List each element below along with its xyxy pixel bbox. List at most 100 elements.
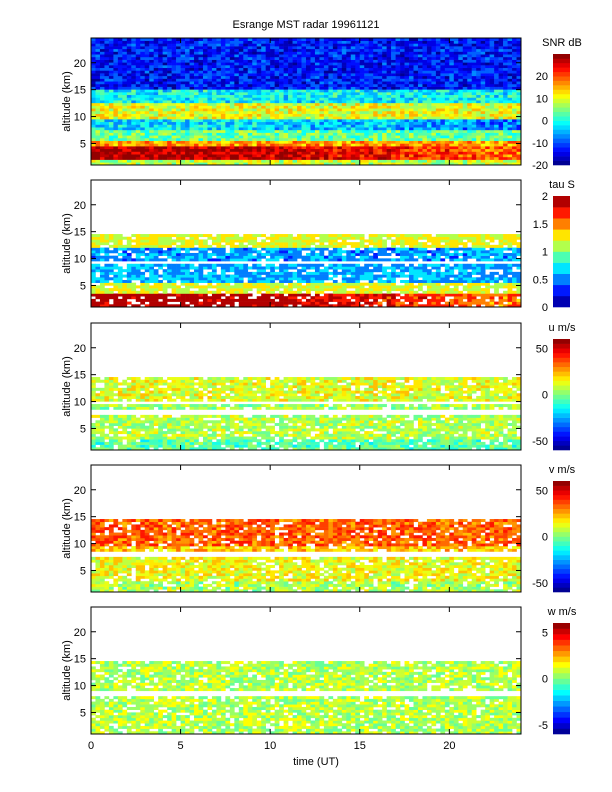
heatmap-cell (104, 242, 110, 246)
heatmap-cell (265, 46, 271, 50)
heatmap-cell (400, 151, 405, 155)
heatmap-cell (489, 81, 495, 85)
heatmap-cell (95, 252, 101, 256)
heatmap-cell (185, 162, 190, 166)
heatmap-cell (220, 124, 226, 128)
heatmap-cell (431, 86, 437, 90)
heatmap-cell (377, 70, 383, 74)
heatmap-cell (274, 100, 280, 104)
heatmap-cell (337, 62, 343, 66)
heatmap-cell (512, 110, 517, 114)
heatmap-cell (409, 137, 414, 141)
heatmap-cell (373, 92, 378, 96)
heatmap-cell (265, 159, 271, 163)
heatmap-cell (458, 135, 464, 139)
heatmap-cell (274, 81, 280, 85)
heatmap-cell (256, 113, 262, 117)
heatmap-cell (440, 156, 446, 160)
heatmap-cell (122, 156, 128, 160)
heatmap-cell (220, 43, 226, 47)
heatmap-cell (126, 296, 132, 300)
heatmap-cell (507, 94, 513, 98)
heatmap-cell (328, 110, 334, 114)
heatmap-cell (323, 108, 329, 112)
heatmap-cell (99, 70, 105, 74)
heatmap-cell (364, 83, 370, 87)
heatmap-cell (292, 154, 298, 158)
heatmap-cell (216, 62, 222, 66)
heatmap-cell (243, 86, 249, 90)
heatmap-cell (238, 140, 244, 144)
heatmap-cell (279, 97, 284, 101)
heatmap-cell (234, 43, 240, 47)
heatmap-cell (449, 129, 455, 133)
heatmap-cell (355, 97, 361, 101)
heatmap-cell (355, 46, 361, 50)
heatmap-cell (323, 124, 329, 128)
heatmap-cell (391, 97, 396, 101)
heatmap-cell (194, 46, 199, 50)
heatmap-cell (238, 110, 244, 114)
heatmap-cell (386, 81, 392, 85)
heatmap-cell (140, 40, 146, 44)
heatmap-cell (422, 51, 428, 55)
heatmap-cell (171, 266, 177, 270)
heatmap-cell (140, 282, 146, 286)
heatmap-cell (220, 75, 226, 79)
heatmap-cell (135, 59, 141, 63)
heatmap-cell (489, 75, 495, 79)
heatmap-cell (167, 110, 172, 114)
heatmap-cell (283, 48, 289, 52)
heatmap-cell (104, 288, 110, 292)
heatmap-cell (140, 242, 146, 246)
heatmap-cell (158, 43, 163, 47)
heatmap-cell (471, 148, 477, 152)
heatmap-cell (426, 48, 432, 52)
heatmap-cell (117, 102, 123, 106)
heatmap-cell (503, 110, 508, 114)
heatmap-cell (306, 113, 311, 117)
heatmap-cell (422, 86, 428, 90)
heatmap-cell (319, 75, 325, 79)
heatmap-cell (323, 67, 329, 71)
heatmap-cell (108, 54, 114, 58)
heatmap-cell (319, 159, 325, 163)
heatmap-cell (104, 121, 110, 125)
heatmap-cell (431, 162, 437, 166)
heatmap-cell (176, 89, 181, 93)
heatmap-cell (189, 65, 195, 69)
heatmap-cell (265, 124, 271, 128)
heatmap-cell (440, 48, 446, 52)
heatmap-cell (328, 43, 334, 47)
heatmap-cell (247, 73, 253, 77)
heatmap-cell (453, 56, 459, 60)
heatmap-cell (359, 146, 365, 150)
heatmap-cell (99, 94, 105, 98)
heatmap-cell (422, 102, 428, 106)
heatmap-cell (323, 143, 329, 147)
heatmap-cell (368, 73, 374, 77)
heatmap-cell (108, 78, 114, 82)
heatmap-cell (471, 110, 477, 114)
heatmap-cell (377, 59, 383, 63)
heatmap-cell (126, 94, 132, 98)
heatmap-cell (449, 56, 455, 60)
heatmap-cell (516, 70, 522, 74)
heatmap-cell (91, 279, 96, 283)
heatmap-cell (243, 132, 249, 136)
heatmap-cell (368, 48, 374, 52)
heatmap-cell (400, 94, 405, 98)
heatmap-cell (480, 148, 486, 152)
heatmap-cell (108, 73, 114, 77)
heatmap-cell (328, 148, 334, 152)
heatmap-cell (346, 140, 352, 144)
heatmap-cell (306, 43, 311, 47)
heatmap-cell (243, 121, 249, 125)
heatmap-cell (395, 132, 401, 136)
heatmap-cell (409, 100, 414, 104)
heatmap-cell (426, 86, 432, 90)
heatmap-cell (364, 108, 370, 112)
heatmap-cell (489, 143, 495, 147)
heatmap-cell (211, 43, 217, 47)
heatmap-cell (426, 73, 432, 77)
